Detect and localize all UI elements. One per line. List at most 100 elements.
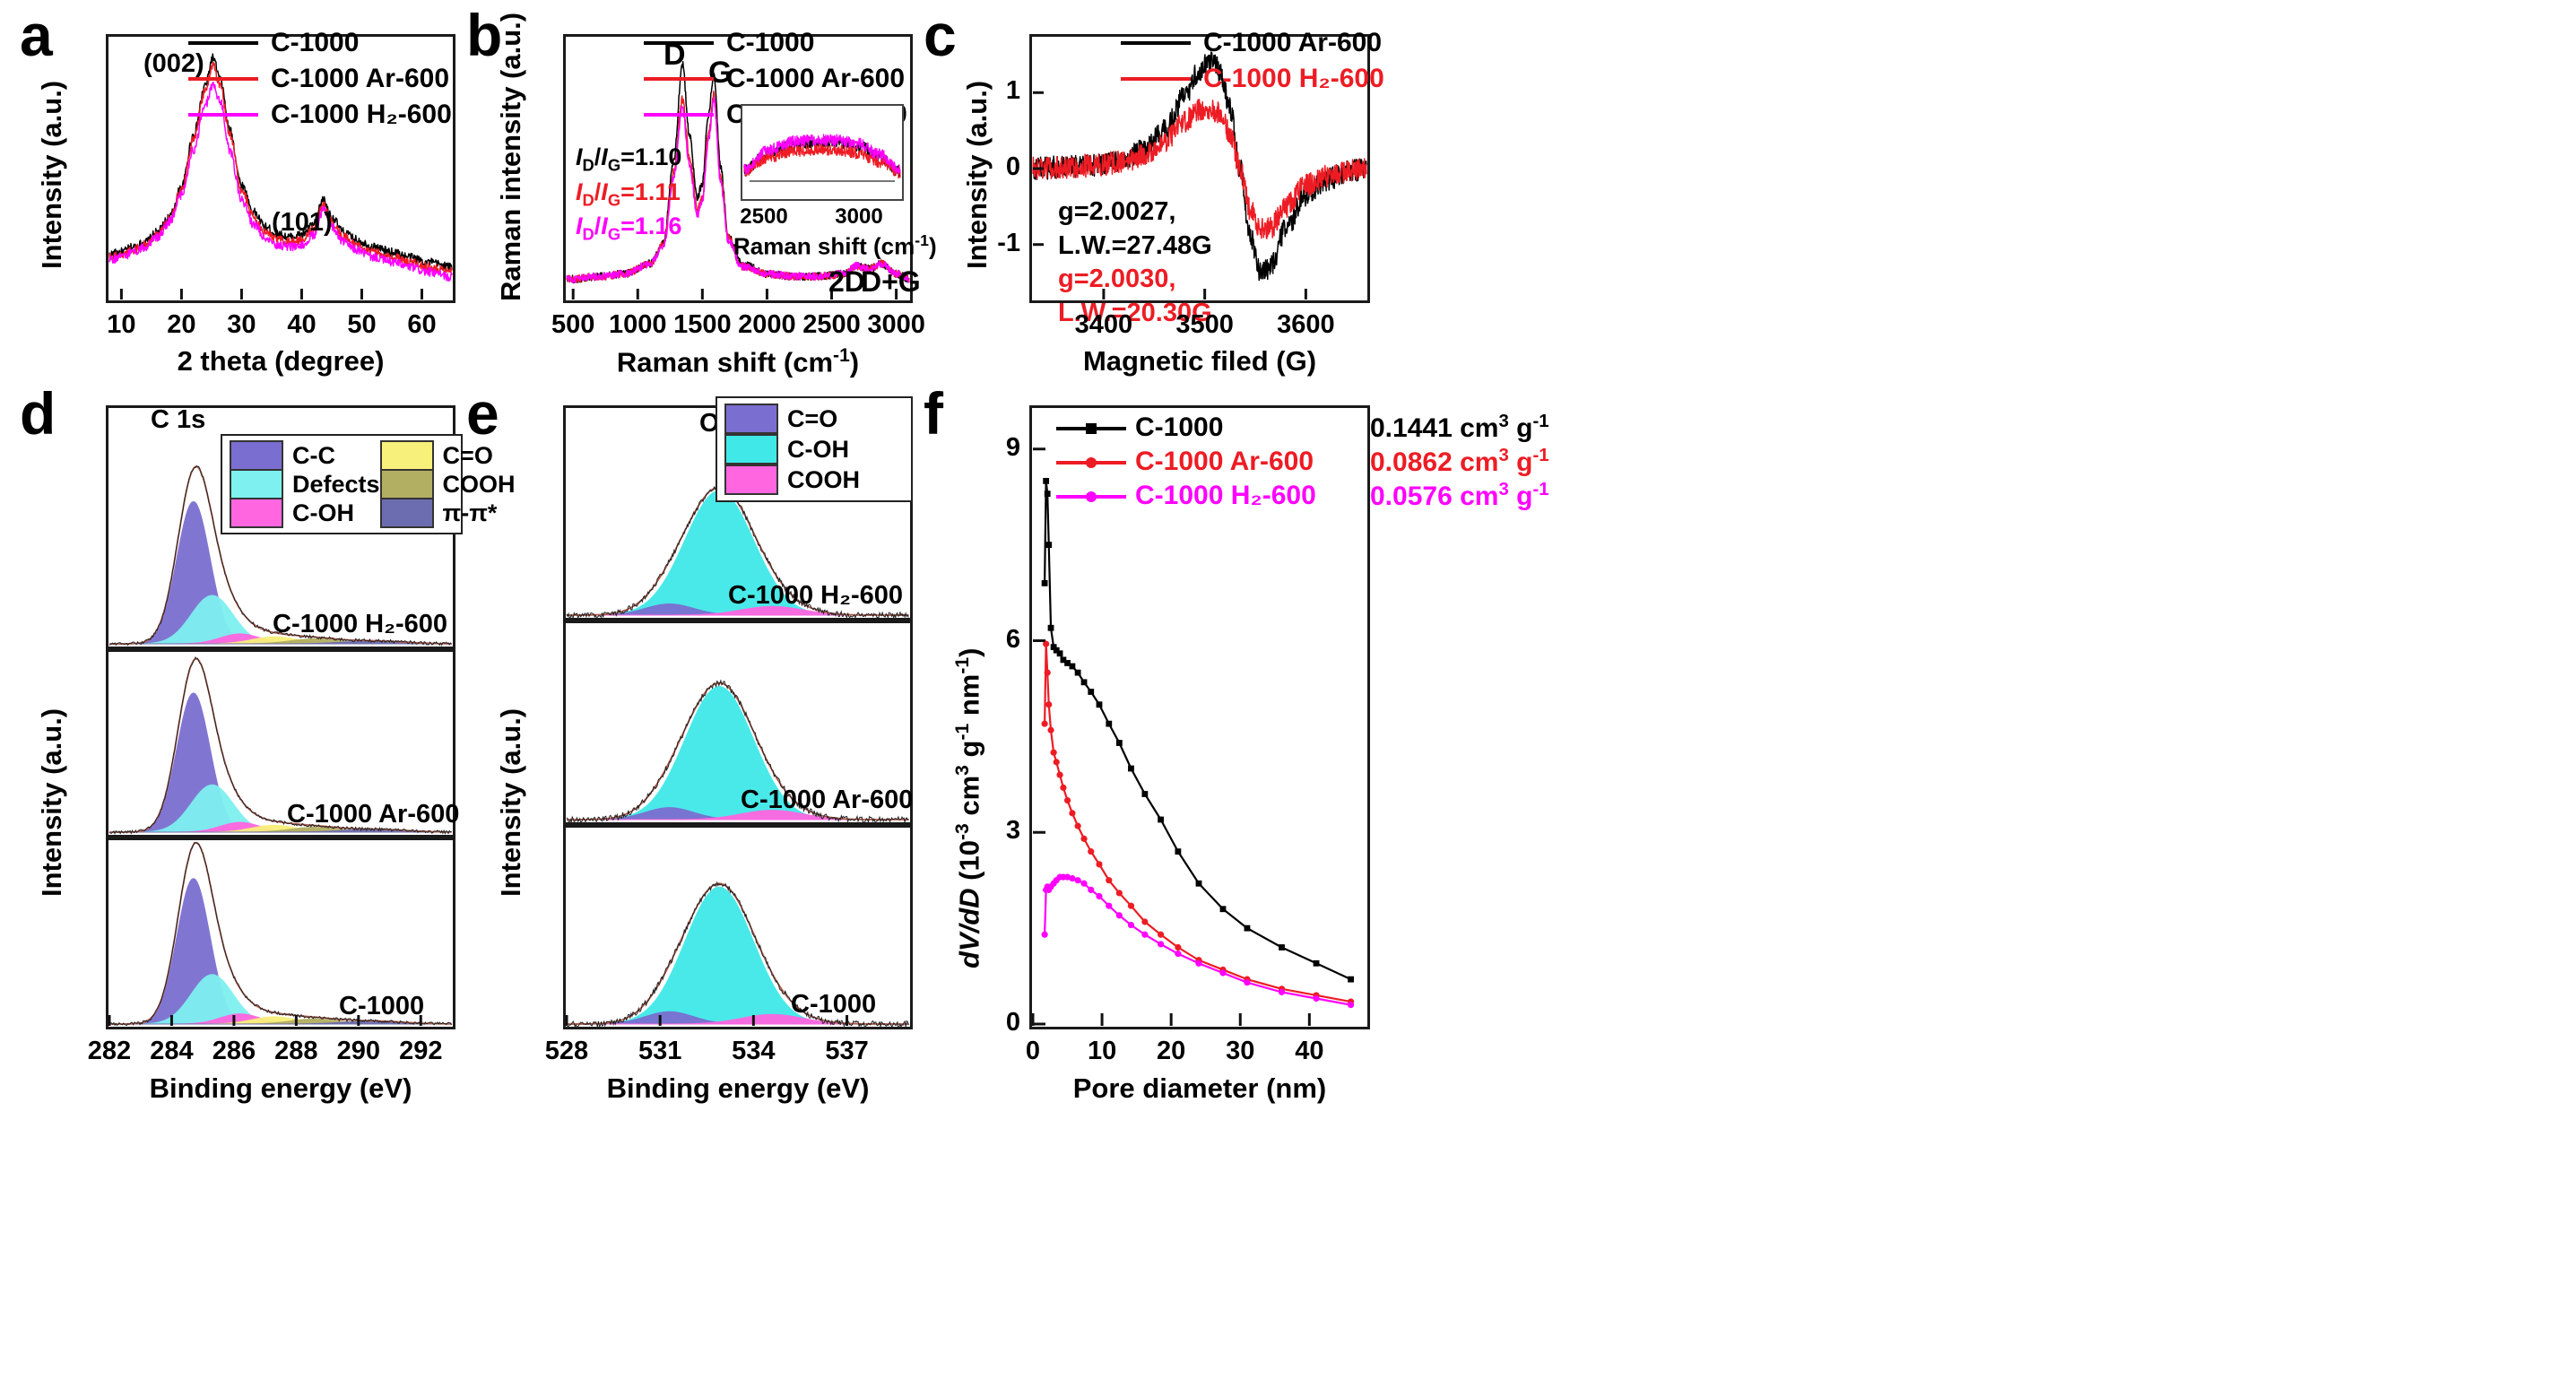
legend-item: C-1000 [188,25,452,61]
axis-tick-label: 20 [1157,1037,1186,1065]
axis-tick-label: 284 [150,1037,194,1065]
panel-label-d: d [20,380,56,447]
panel-a-x-axis-title: 2 theta (degree) [177,345,385,377]
axis-tick-label: 537 [825,1037,869,1065]
legend-item: C-1000 [644,25,907,61]
panel-label-e: e [466,380,499,447]
legend-line-marker [1056,490,1126,502]
legend-line-swatch [188,113,258,117]
axis-tick-label: 60 [407,310,437,339]
panel-label-b: b [466,2,503,68]
axis-tick-label: 40 [1295,1037,1324,1065]
panel-b-inset-canvas [743,134,901,182]
panel-c-canvas [1032,51,1367,300]
panel-d-component-legend: C-C Defects C-OH C=O COOH [221,434,516,534]
legend-value: 0.0862 cm3 g-1 [1370,446,1549,477]
panel-label-a: a [20,2,53,68]
legend-line-swatch [188,77,258,81]
axis-tick-label: 3500 [1175,310,1234,339]
linewidth-red: L.W.=20.30G [1058,299,1212,328]
legend-label: C-1000 [1135,412,1224,442]
g-factor-red: g=2.0030, [1058,265,1176,294]
panel-b-peak-label-DplusG: D+G [861,265,921,298]
panel-d-subplot-title-bottom: C-1000 [339,992,425,1020]
legend-label: C-C [292,441,335,469]
legend-item: C=O [379,440,516,471]
legend-item: COOH [379,469,516,499]
panel-d-subplot-title-middle: C-1000 Ar-600 [287,800,460,829]
axis-tick-label: 3000 [867,310,925,339]
linewidth-black: L.W.=27.48G [1058,230,1212,260]
panel-b-ratio-annotations: ID/IG=1.10 ID/IG=1.11 ID/IG=1.16 [576,142,681,246]
legend-label: Defects [292,470,380,498]
panel-b-peak-label-G: G [708,56,733,90]
legend-label: C-1000 Ar-600 [1135,447,1314,476]
legend-label: C-OH [292,499,354,526]
legend-item: C-1000 0.1441 cm3 g-1 [1056,411,1549,445]
legend-item: Defects [230,469,380,499]
panel-d-peak-label: C 1s [151,405,206,434]
panel-f-canvas [1031,447,1355,1026]
legend-item: π-π* [379,498,516,528]
axis-tick-label: 50 [347,310,377,339]
legend-line-swatch [1121,41,1191,45]
panel-a-y-axis-title: Intensity (a.u.) [36,80,67,269]
axis-tick-label: 531 [637,1037,682,1065]
legend-label: π-π* [442,499,498,526]
legend-item: C=O [724,404,904,434]
axis-tick-label: 1000 [609,310,667,339]
panel-d-subplot-title-top: C-1000 H₂-600 [273,610,448,638]
legend-label: C-1000 [726,28,815,57]
panel-d-y-axis-title: Intensity (a.u.) [36,708,67,897]
axis-tick-label: 30 [1226,1037,1255,1065]
color-swatch [230,498,283,528]
panel-d-canvas [108,464,453,1027]
axis-tick-label: 1500 [673,310,732,339]
panel-c-x-axis-title: Magnetic filed (G) [1082,345,1317,377]
axis-tick-label: 9 [1005,432,1020,462]
panel-b-y-axis-title: Raman intensity (a.u.) [495,12,526,301]
axis-tick-label: 1 [1005,76,1020,106]
panel-b-x-axis-title: Raman shift (cm-1) [616,345,860,378]
panel-label-f: f [924,380,943,447]
legend-value: 0.1441 cm3 g-1 [1370,412,1549,443]
panel-a-canvas [108,53,453,300]
panel-c-annotations: g=2.0027, L.W.=27.48G g=2.0030, L.W.=20.… [1058,195,1212,331]
color-swatch [230,440,283,471]
ratio-row: ID/IG=1.11 [576,178,681,210]
panel-e-canvas [565,484,909,1029]
ratio-row: ID/IG=1.10 [576,143,682,175]
legend-item: C-C [230,440,380,471]
axis-tick-label: 40 [287,310,317,339]
axis-tick-label: 3400 [1074,310,1133,339]
panel-b-inset-x-axis-title: Raman shift (cm-1) [733,231,937,260]
legend-label: C-1000 Ar-600 [271,64,449,93]
panel-a-legend: C-1000 C-1000 Ar-600 C-1000 H₂-600 [188,25,452,133]
legend-item: C-1000 H₂-600 0.0576 cm3 g-1 [1056,479,1549,513]
legend-label: C-1000 Ar-600 [726,64,905,93]
color-swatch [724,434,778,464]
axis-tick-label: 2500 [802,310,861,339]
axis-tick-label: 292 [399,1037,443,1065]
legend-line-swatch [644,113,714,117]
axis-tick-label: 0 [1005,152,1020,181]
panel-c-legend: C-1000 Ar-600 C-1000 H₂-600 [1121,25,1384,97]
color-swatch [724,404,778,434]
color-swatch [379,498,434,528]
legend-label: COOH [787,465,860,493]
color-swatch [230,469,283,499]
axis-tick-label: 30 [227,310,256,339]
legend-item: C-OH [724,434,904,464]
legend-label: COOH [442,470,516,498]
panel-b-peak-label-2D: 2D [828,265,865,298]
panel-f-legend: C-1000 0.1441 cm3 g-1 C-1000 Ar-600 0.08… [1056,411,1549,513]
axis-tick-label: 10 [107,310,136,339]
g-factor-black: g=2.0027, [1058,197,1176,226]
legend-label: C=O [787,404,838,432]
axis-tick-label: 290 [336,1037,380,1065]
legend-line-swatch [644,41,714,45]
axis-tick-label: 288 [274,1037,318,1065]
color-swatch [379,469,434,499]
legend-line-swatch [188,41,258,45]
color-swatch [724,464,778,495]
